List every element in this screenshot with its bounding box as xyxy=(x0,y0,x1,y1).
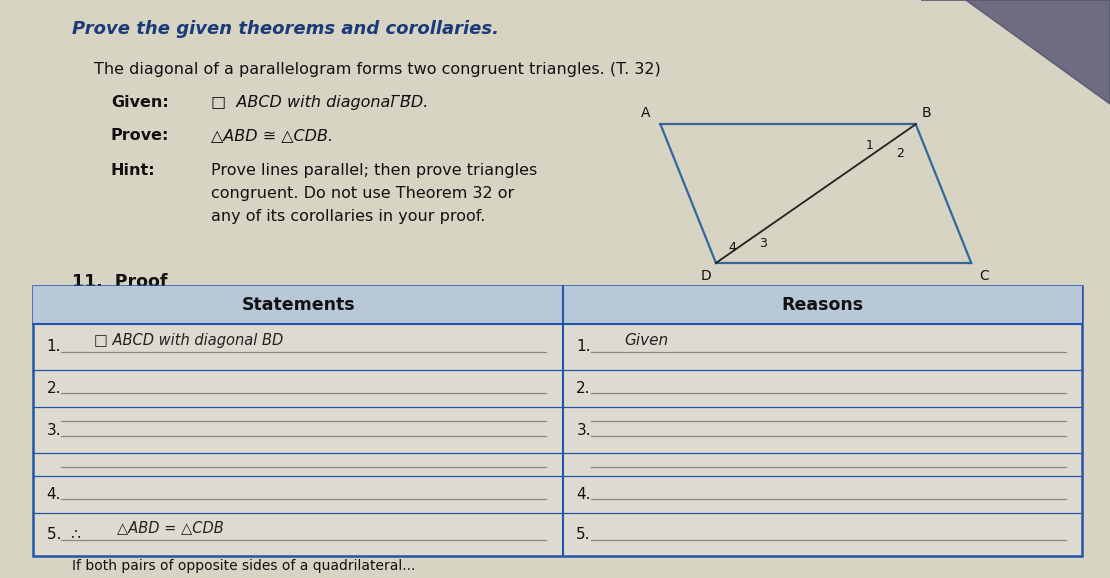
Text: □  ABCD with diagonal ̅B̅D.: □ ABCD with diagonal ̅B̅D. xyxy=(211,95,428,110)
Text: 3: 3 xyxy=(759,238,767,250)
Text: C: C xyxy=(979,269,989,283)
Text: Reasons: Reasons xyxy=(781,296,864,314)
Text: Prove lines parallel; then prove triangles
congruent. Do not use Theorem 32 or
a: Prove lines parallel; then prove triangl… xyxy=(211,163,537,224)
Text: 2.: 2. xyxy=(576,381,591,396)
Text: 4.: 4. xyxy=(576,487,591,502)
Text: The diagonal of a parallelogram forms two congruent triangles. (T. 32): The diagonal of a parallelogram forms tw… xyxy=(94,62,662,77)
Text: Prove:: Prove: xyxy=(111,128,170,143)
Text: 4.: 4. xyxy=(47,487,61,502)
Text: 2: 2 xyxy=(896,147,904,160)
Text: A: A xyxy=(642,106,650,120)
Text: Given:: Given: xyxy=(111,95,169,110)
FancyBboxPatch shape xyxy=(33,286,563,324)
Text: Given: Given xyxy=(624,333,668,348)
Text: 2.: 2. xyxy=(47,381,61,396)
Text: △ABD = △CDB: △ABD = △CDB xyxy=(117,520,223,535)
Text: If both pairs of opposite sides of a quadrilateral...: If both pairs of opposite sides of a qua… xyxy=(72,560,415,573)
Text: 5.  ∴: 5. ∴ xyxy=(47,527,81,542)
Text: Hint:: Hint: xyxy=(111,163,155,178)
Text: 3.: 3. xyxy=(576,423,591,438)
Polygon shape xyxy=(921,0,1110,104)
Text: Statements: Statements xyxy=(241,296,355,314)
Text: Prove the given theorems and corollaries.: Prove the given theorems and corollaries… xyxy=(72,20,500,38)
FancyBboxPatch shape xyxy=(563,286,1082,324)
Text: D: D xyxy=(700,269,712,283)
Text: △ABD ≅ △CDB.: △ABD ≅ △CDB. xyxy=(211,128,333,143)
Text: 1: 1 xyxy=(866,139,874,152)
Text: 4: 4 xyxy=(728,241,736,254)
Text: 11.  Proof: 11. Proof xyxy=(72,273,168,291)
Text: 1.: 1. xyxy=(47,339,61,354)
Text: 1.: 1. xyxy=(576,339,591,354)
Text: B: B xyxy=(921,106,931,120)
Text: 5.: 5. xyxy=(576,527,591,542)
Text: 3.: 3. xyxy=(47,423,61,438)
Text: □ ABCD with diagonal BD: □ ABCD with diagonal BD xyxy=(94,333,283,348)
FancyBboxPatch shape xyxy=(33,286,1082,556)
